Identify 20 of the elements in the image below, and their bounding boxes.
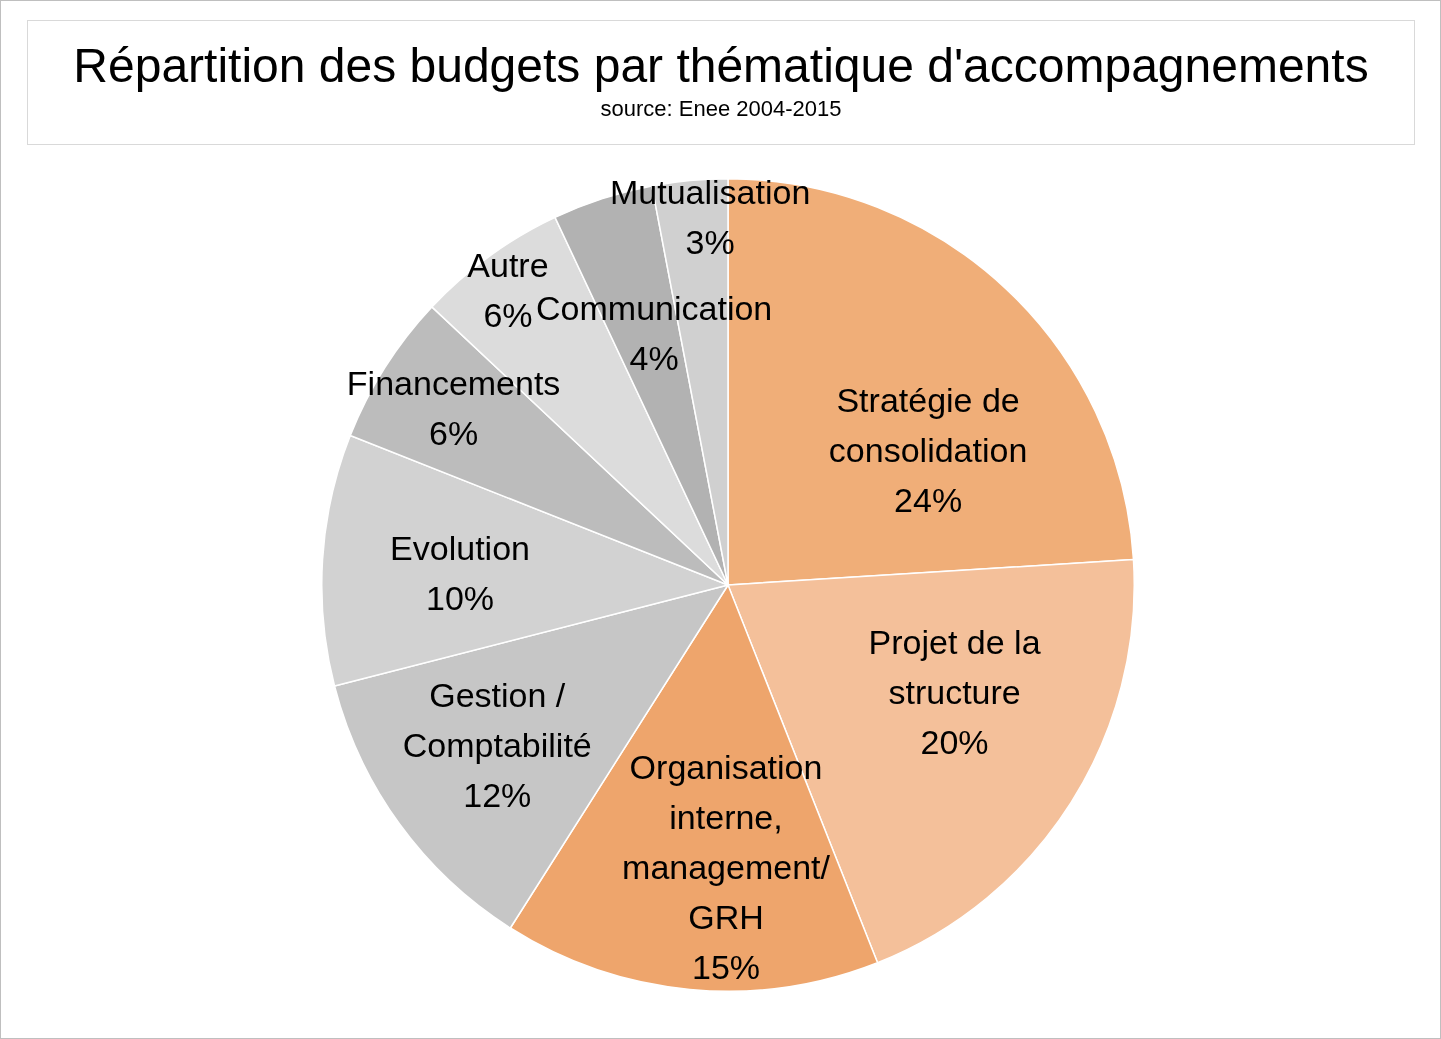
title-frame: Répartition des budgets par thématique d'accompagnements source: Enee 2004-2015: [27, 20, 1415, 145]
data-label: 15%: [691, 947, 761, 986]
source-note: source: Enee 2004-2015: [599, 96, 843, 122]
data-label: 3%: [685, 223, 735, 262]
slice-label: Mutualisation: [609, 173, 811, 212]
data-label: 10%: [425, 579, 495, 618]
data-label: 6%: [429, 414, 479, 453]
data-label: 24%: [894, 481, 963, 520]
slice-label: Stratégie de consolidation: [828, 381, 1028, 470]
slice-label: Financements: [346, 364, 561, 403]
slice-label: Projet de la structure: [868, 623, 1041, 712]
slice-label: Evolution: [390, 529, 530, 568]
slice-label: Gestion / Comptabilité: [402, 676, 592, 765]
data-label: 20%: [920, 723, 989, 762]
chart-title: Répartition des budgets par thématique d'accompagnements: [72, 38, 1370, 94]
data-label: 6%: [483, 296, 533, 335]
data-label: 12%: [463, 776, 532, 815]
slice-label: Autre: [467, 246, 549, 285]
data-label: 4%: [629, 339, 679, 378]
slice-label: Communication: [536, 289, 773, 328]
